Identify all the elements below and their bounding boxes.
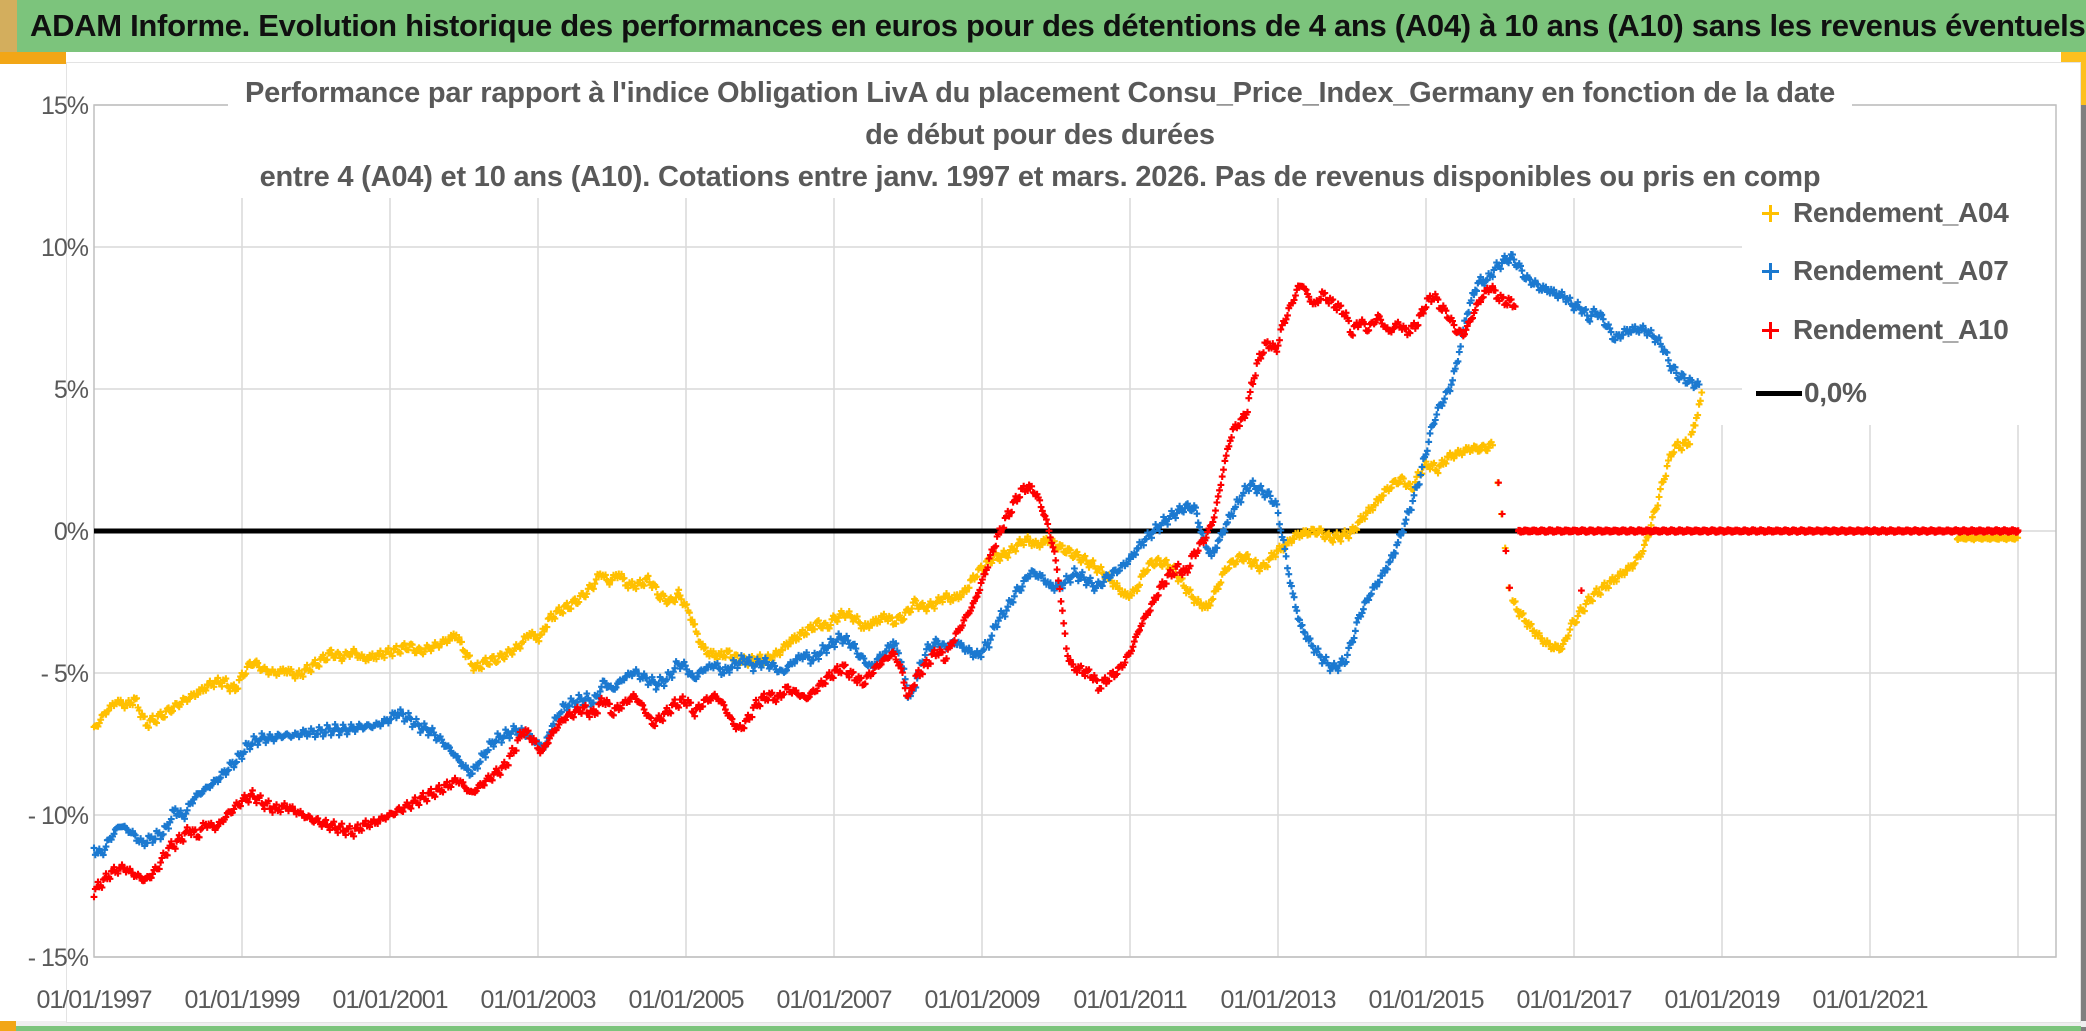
series-rendement_a10 bbox=[90, 282, 1519, 901]
chart-subtitle-line2: entre 4 (A04) et 10 ans (A10). Cotations… bbox=[259, 161, 1821, 193]
plus-marker-icon bbox=[1762, 262, 1779, 280]
legend-item-rendement-a04[interactable]: Rendement_A04 bbox=[1742, 195, 2009, 231]
chart-subtitle: Performance par rapport à l'indice Oblig… bbox=[228, 72, 1852, 198]
accent-strip-bottom-green bbox=[16, 1026, 2081, 1031]
x-axis-tick-label: 01/01/2021 bbox=[1812, 986, 1927, 1014]
y-axis-tick-label: - 5% bbox=[41, 660, 89, 688]
x-axis-tick-label: 01/01/1999 bbox=[184, 986, 299, 1014]
page-title: ADAM Informe. Evolution historique des p… bbox=[30, 8, 2086, 43]
zero-line-marker-icon bbox=[1756, 390, 1802, 396]
accent-strip-bottom bbox=[0, 1021, 2086, 1027]
series-rendement_a10 bbox=[1495, 479, 1585, 594]
chart-subtitle-line1: Performance par rapport à l'indice Oblig… bbox=[244, 77, 1836, 151]
y-axis-tick-label: - 15% bbox=[28, 944, 89, 972]
x-axis-tick-label: 01/01/2003 bbox=[480, 986, 595, 1014]
legend-item-zero-line[interactable]: 0,0% bbox=[1742, 375, 1867, 411]
legend-label: Rendement_A07 bbox=[1793, 255, 2009, 286]
legend-item-rendement-a10[interactable]: Rendement_A10 bbox=[1742, 312, 2009, 348]
accent-strip-right bbox=[2081, 105, 2086, 1031]
y-axis-tick-label: 10% bbox=[41, 234, 89, 262]
series-rendement_a04 bbox=[1494, 479, 1513, 592]
legend-label: 0,0% bbox=[1804, 377, 1867, 408]
plus-marker-icon bbox=[1762, 204, 1779, 222]
series-rendement_a04 bbox=[1953, 533, 2022, 544]
x-axis-tick-label: 01/01/2009 bbox=[924, 986, 1039, 1014]
x-axis-tick-label: 01/01/2007 bbox=[776, 986, 891, 1014]
x-axis-tick-label: 01/01/2011 bbox=[1073, 986, 1186, 1014]
chart-legend: Rendement_A04 Rendement_A07 Rendement_A1… bbox=[1742, 132, 2064, 425]
plus-marker-icon bbox=[1762, 321, 1779, 339]
series-rendement_a07 bbox=[90, 251, 1703, 859]
y-axis-tick-label: 5% bbox=[54, 376, 89, 404]
series-rendement_a04 bbox=[1509, 389, 1706, 654]
x-axis-tick-label: 01/01/2005 bbox=[628, 986, 743, 1014]
series-rendement_a10 bbox=[1515, 526, 2022, 536]
x-axis-tick-label: 01/01/2019 bbox=[1664, 986, 1779, 1014]
legend-label: Rendement_A10 bbox=[1793, 314, 2009, 345]
chart-frame[interactable] bbox=[66, 62, 2081, 1023]
y-axis-tick-label: - 10% bbox=[28, 802, 89, 830]
x-axis-tick-label: 01/01/2017 bbox=[1516, 986, 1631, 1014]
x-axis-tick-label: 01/01/2013 bbox=[1220, 986, 1335, 1014]
x-axis-tick-label: 01/01/2015 bbox=[1368, 986, 1483, 1014]
accent-cell-left-orange bbox=[0, 52, 66, 64]
legend-item-rendement-a07[interactable]: Rendement_A07 bbox=[1742, 253, 2009, 289]
y-axis-tick-label: 0% bbox=[54, 518, 89, 546]
accent-cell-top-left bbox=[0, 0, 17, 52]
title-bar: ADAM Informe. Evolution historique des p… bbox=[0, 0, 2086, 52]
y-axis-tick-label: 15% bbox=[41, 92, 89, 120]
accent-cell-bottom-left bbox=[0, 1021, 16, 1031]
x-axis-tick-label: 01/01/1997 bbox=[36, 986, 151, 1014]
series-rendement_a04 bbox=[90, 438, 1496, 731]
x-axis-tick-label: 01/01/2001 bbox=[332, 986, 447, 1014]
legend-label: Rendement_A04 bbox=[1793, 197, 2009, 228]
